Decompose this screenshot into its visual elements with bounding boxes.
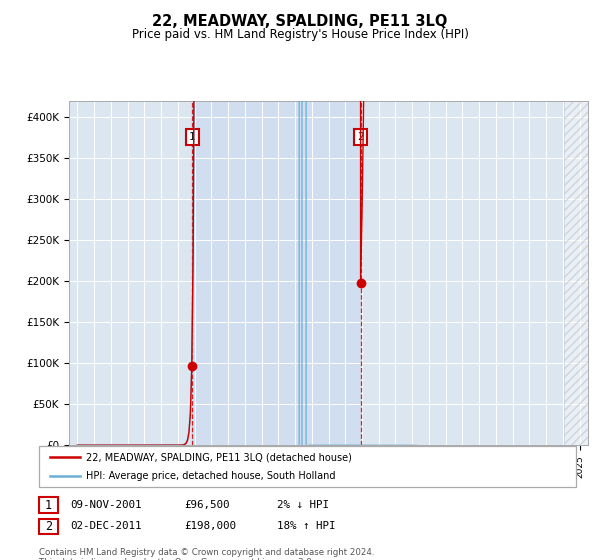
Text: 2% ↓ HPI: 2% ↓ HPI bbox=[277, 500, 329, 510]
Text: 2: 2 bbox=[357, 132, 364, 142]
Text: HPI: Average price, detached house, South Holland: HPI: Average price, detached house, Sout… bbox=[86, 471, 335, 481]
Bar bbox=[192, 101, 361, 445]
Text: 1: 1 bbox=[45, 498, 52, 512]
Text: Contains HM Land Registry data © Crown copyright and database right 2024.
This d: Contains HM Land Registry data © Crown c… bbox=[39, 548, 374, 560]
Text: 02-DEC-2011: 02-DEC-2011 bbox=[70, 521, 142, 531]
Text: 22, MEADWAY, SPALDING, PE11 3LQ (detached house): 22, MEADWAY, SPALDING, PE11 3LQ (detache… bbox=[86, 452, 352, 463]
Text: Price paid vs. HM Land Registry's House Price Index (HPI): Price paid vs. HM Land Registry's House … bbox=[131, 28, 469, 41]
Text: £198,000: £198,000 bbox=[184, 521, 236, 531]
Text: 18% ↑ HPI: 18% ↑ HPI bbox=[277, 521, 336, 531]
Text: 09-NOV-2001: 09-NOV-2001 bbox=[70, 500, 142, 510]
Text: £96,500: £96,500 bbox=[184, 500, 230, 510]
Text: 2: 2 bbox=[45, 520, 52, 533]
Text: 22, MEADWAY, SPALDING, PE11 3LQ: 22, MEADWAY, SPALDING, PE11 3LQ bbox=[152, 14, 448, 29]
Text: 1: 1 bbox=[189, 132, 196, 142]
Bar bbox=[564, 101, 588, 445]
